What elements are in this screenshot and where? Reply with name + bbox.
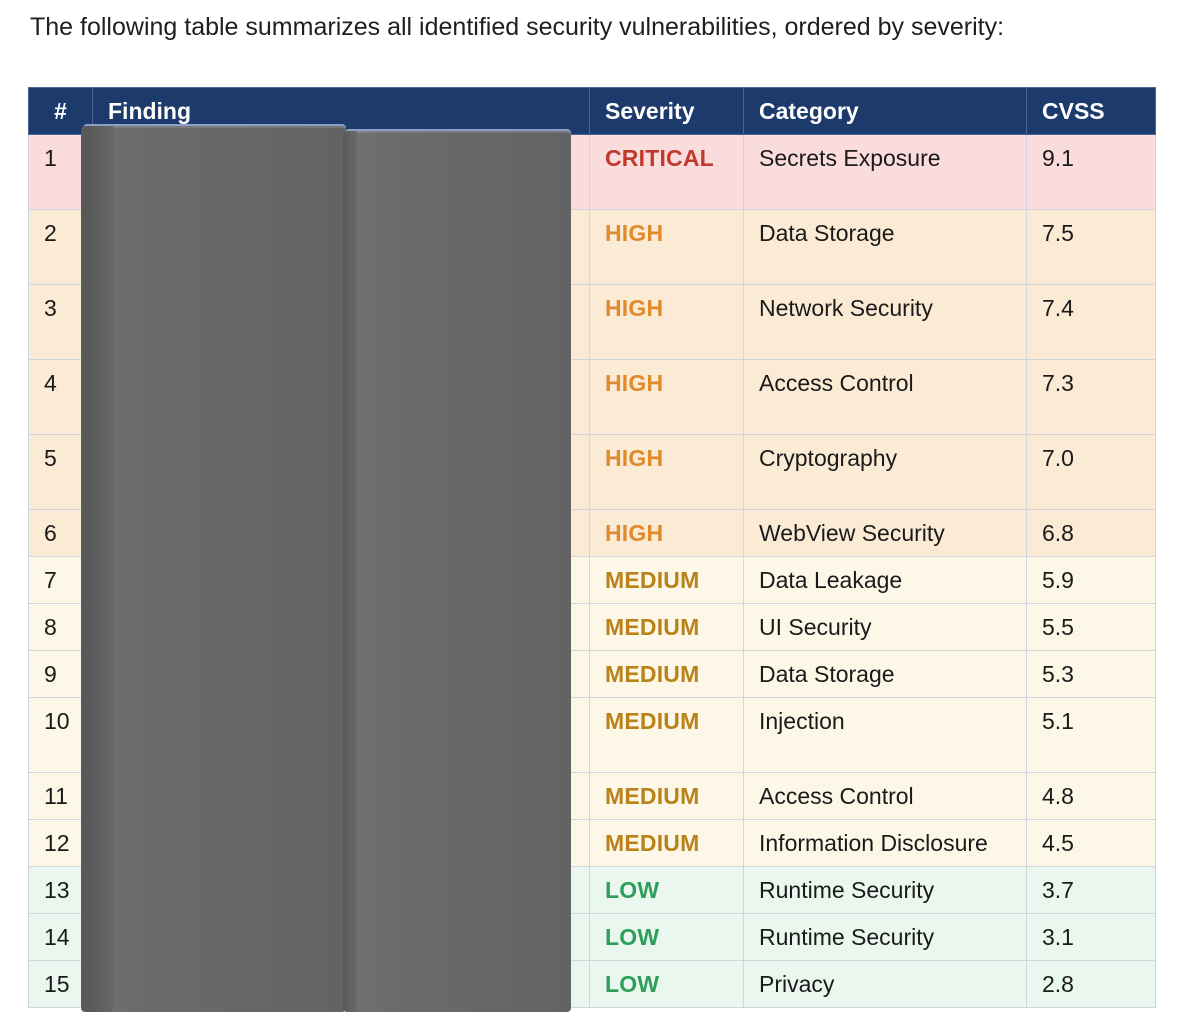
row-severity: LOW: [589, 960, 744, 1008]
row-cvss: 3.1: [1026, 913, 1156, 961]
row-category: Access Control: [743, 772, 1027, 820]
row-cvss: 5.1: [1026, 697, 1156, 773]
row-category: Injection: [743, 697, 1027, 773]
row-num: 9: [28, 650, 93, 698]
row-cvss: 5.3: [1026, 650, 1156, 698]
row-severity: MEDIUM: [589, 819, 744, 867]
row-cvss: 5.9: [1026, 556, 1156, 604]
row-category: UI Security: [743, 603, 1027, 651]
row-cvss: 7.3: [1026, 359, 1156, 435]
row-severity: HIGH: [589, 359, 744, 435]
table-header-row: # Finding Severity Category CVSS: [28, 87, 1156, 135]
row-cvss: 9.1: [1026, 134, 1156, 210]
occluding-slab-right: [345, 131, 571, 1012]
row-severity: CRITICAL: [589, 134, 744, 210]
row-cvss: 5.5: [1026, 603, 1156, 651]
row-category: Runtime Security: [743, 866, 1027, 914]
row-num: 6: [28, 509, 93, 557]
row-category: Information Disclosure: [743, 819, 1027, 867]
row-num: 8: [28, 603, 93, 651]
row-severity: HIGH: [589, 509, 744, 557]
header-cvss: CVSS: [1026, 87, 1156, 135]
row-num: 13: [28, 866, 93, 914]
row-severity: MEDIUM: [589, 772, 744, 820]
row-cvss: 6.8: [1026, 509, 1156, 557]
row-num: 2: [28, 209, 93, 285]
row-cvss: 4.8: [1026, 772, 1156, 820]
row-cvss: 4.5: [1026, 819, 1156, 867]
row-category: Data Storage: [743, 209, 1027, 285]
row-category: Data Leakage: [743, 556, 1027, 604]
header-category: Category: [743, 87, 1027, 135]
row-severity: LOW: [589, 913, 744, 961]
row-severity: MEDIUM: [589, 556, 744, 604]
row-severity: LOW: [589, 866, 744, 914]
row-category: Runtime Security: [743, 913, 1027, 961]
row-category: Access Control: [743, 359, 1027, 435]
row-num: 11: [28, 772, 93, 820]
row-num: 1: [28, 134, 93, 210]
occluding-slab-left: [83, 126, 346, 1012]
row-category: Cryptography: [743, 434, 1027, 510]
row-severity: MEDIUM: [589, 697, 744, 773]
row-category: Data Storage: [743, 650, 1027, 698]
row-category: Secrets Exposure: [743, 134, 1027, 210]
row-severity: HIGH: [589, 209, 744, 285]
row-cvss: 2.8: [1026, 960, 1156, 1008]
row-cvss: 3.7: [1026, 866, 1156, 914]
row-severity: HIGH: [589, 284, 744, 360]
row-num: 5: [28, 434, 93, 510]
header-severity: Severity: [589, 87, 744, 135]
intro-paragraph: The following table summarizes all ident…: [30, 13, 1005, 41]
row-cvss: 7.5: [1026, 209, 1156, 285]
row-num: 12: [28, 819, 93, 867]
row-severity: HIGH: [589, 434, 744, 510]
row-num: 7: [28, 556, 93, 604]
row-category: Privacy: [743, 960, 1027, 1008]
row-cvss: 7.0: [1026, 434, 1156, 510]
header-num: #: [28, 87, 93, 135]
row-num: 10: [28, 697, 93, 773]
row-category: Network Security: [743, 284, 1027, 360]
row-severity: MEDIUM: [589, 603, 744, 651]
row-severity: MEDIUM: [589, 650, 744, 698]
row-num: 14: [28, 913, 93, 961]
row-cvss: 7.4: [1026, 284, 1156, 360]
row-category: WebView Security: [743, 509, 1027, 557]
